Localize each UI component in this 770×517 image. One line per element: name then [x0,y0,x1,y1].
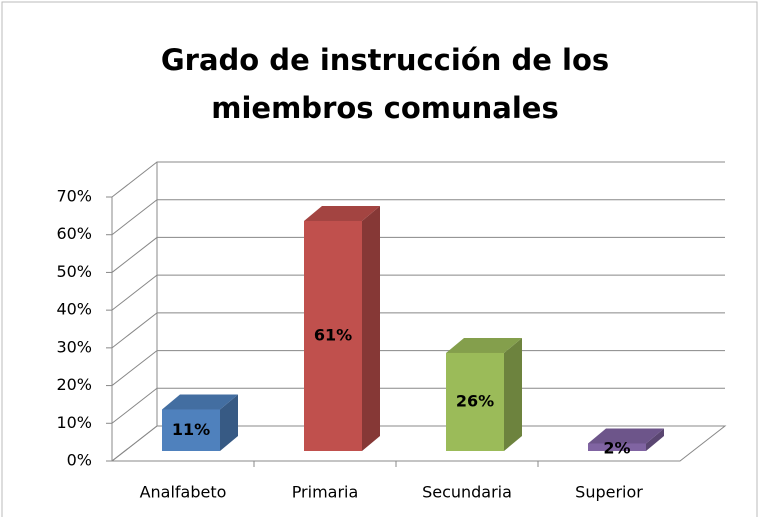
bar-front [588,443,646,451]
y-tick-label: 20% [56,375,92,394]
bar-side [220,394,238,451]
grid-line [111,274,725,311]
bar-side [362,205,380,451]
y-tick-label: 70% [56,187,92,206]
bar-top [588,428,664,444]
bar-top [304,205,380,221]
x-tick-label: Superior [575,483,643,502]
bar [588,428,664,451]
data-label: 61% [314,325,352,344]
x-tick-label: Primaria [292,483,359,502]
bar-side [646,428,664,451]
grid-line [111,425,725,462]
y-tick-label: 0% [67,451,92,470]
bar-front [162,409,220,451]
grid-line [111,236,725,273]
chart-title: Grado de instrucción de los miembros com… [160,43,610,125]
y-tick-label: 40% [56,300,92,319]
y-tick-label: 30% [56,337,92,356]
bar-front [446,352,504,451]
y-tick-label: 50% [56,262,92,281]
bar-front [304,220,362,451]
bar-top [446,337,522,353]
y-tick-label: 60% [56,224,92,243]
grid-line [111,161,725,198]
data-label: 26% [456,391,494,410]
bar [304,205,380,451]
bar-top [162,394,238,410]
bar [446,337,522,451]
bar-side [504,337,522,451]
grid-line [111,312,725,349]
x-tick-label: Secundaria [422,483,512,502]
data-label: 11% [172,420,210,439]
data-label: 2% [603,439,630,458]
grid-line [111,350,725,386]
y-tick-label: 10% [56,413,92,432]
grid-line [111,387,725,424]
bar [162,394,238,451]
x-tick-label: Analfabeto [140,483,227,502]
grid-line [111,199,725,236]
